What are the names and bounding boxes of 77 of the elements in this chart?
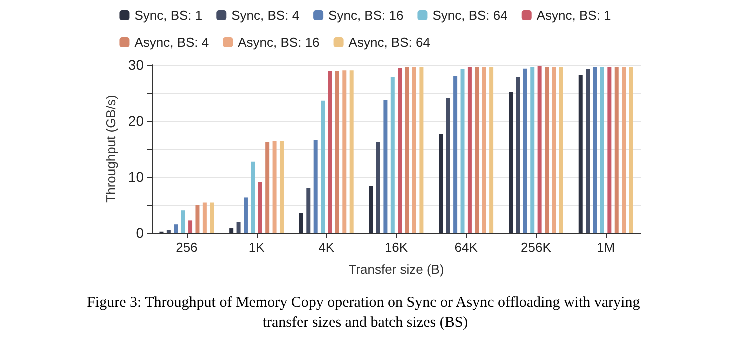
y-tick-label: 30 bbox=[128, 57, 144, 73]
bar bbox=[593, 67, 598, 233]
bar bbox=[272, 141, 277, 233]
bar bbox=[342, 70, 347, 233]
bar bbox=[516, 77, 520, 233]
bar bbox=[299, 213, 304, 233]
x-tick-label: 1M bbox=[597, 240, 616, 255]
bar bbox=[622, 67, 626, 233]
bar bbox=[376, 142, 380, 233]
bar bbox=[350, 70, 354, 233]
bar bbox=[280, 141, 284, 233]
legend-label: Sync, BS: 64 bbox=[432, 8, 508, 23]
bar bbox=[174, 224, 178, 233]
legend-label: Async, BS: 1 bbox=[536, 8, 612, 23]
bar bbox=[306, 188, 311, 233]
bar bbox=[244, 198, 248, 233]
bar bbox=[398, 68, 402, 233]
bar bbox=[530, 67, 535, 233]
bar bbox=[210, 202, 214, 233]
bar bbox=[251, 162, 256, 233]
bar bbox=[236, 222, 241, 233]
bar bbox=[230, 228, 234, 233]
bar bbox=[390, 77, 395, 233]
text: Figure 3: Throughput of Memory Copy operation on Sync or Async offloading with varying transfer sizes and batch sizes (BS) bbox=[87, 295, 644, 331]
bar bbox=[460, 69, 465, 233]
y-tick-label: 0 bbox=[136, 225, 144, 241]
bar bbox=[559, 67, 564, 233]
bar bbox=[578, 75, 583, 233]
bar bbox=[509, 92, 514, 233]
bar bbox=[490, 67, 494, 233]
bar bbox=[552, 67, 556, 233]
bar bbox=[196, 205, 200, 233]
x-tick-label: 256 bbox=[176, 240, 198, 255]
bar bbox=[614, 67, 619, 233]
legend-label: Sync, BS: 1 bbox=[134, 8, 203, 23]
bar bbox=[586, 69, 590, 233]
x-tick-label: 1K bbox=[248, 240, 266, 255]
x-tick-label: 16K bbox=[384, 240, 408, 255]
bar bbox=[468, 67, 472, 233]
bar bbox=[405, 67, 410, 233]
bar bbox=[321, 100, 326, 233]
legend-label: Sync, BS: 4 bbox=[232, 8, 300, 23]
y-tick-label: 10 bbox=[128, 169, 144, 185]
bar bbox=[475, 67, 480, 233]
bar bbox=[266, 142, 270, 233]
bar bbox=[188, 220, 193, 233]
legend-label: Async, BS: 64 bbox=[348, 35, 430, 50]
bar bbox=[412, 67, 416, 233]
x-axis-title: Transfer size (B) bbox=[348, 262, 444, 277]
bar bbox=[202, 202, 207, 233]
bar bbox=[545, 67, 550, 233]
bar bbox=[608, 67, 612, 233]
bar bbox=[369, 186, 374, 233]
bar bbox=[629, 67, 634, 233]
bar bbox=[328, 71, 332, 233]
bar bbox=[523, 68, 528, 233]
bar bbox=[335, 71, 340, 233]
y-tick-label: 20 bbox=[128, 113, 144, 129]
bar bbox=[439, 134, 444, 233]
x-tick-label: 4K bbox=[318, 240, 335, 255]
bar bbox=[258, 182, 262, 233]
bar bbox=[454, 76, 458, 233]
x-tick-label: 64K bbox=[454, 240, 478, 255]
bar bbox=[314, 140, 318, 233]
legend-label: Async, BS: 16 bbox=[238, 35, 320, 50]
legend-label: Sync, BS: 16 bbox=[328, 8, 404, 23]
bar bbox=[538, 66, 542, 233]
bar bbox=[446, 98, 450, 233]
bar bbox=[600, 67, 604, 233]
bar bbox=[420, 67, 424, 233]
x-tick-label: 256K bbox=[521, 240, 552, 255]
bar bbox=[482, 67, 486, 233]
bar bbox=[166, 230, 171, 233]
bar bbox=[384, 100, 388, 233]
y-axis-title: Throughput (GB/s) bbox=[104, 95, 119, 203]
bar bbox=[181, 210, 186, 233]
legend-label: Async, BS: 4 bbox=[134, 35, 210, 50]
